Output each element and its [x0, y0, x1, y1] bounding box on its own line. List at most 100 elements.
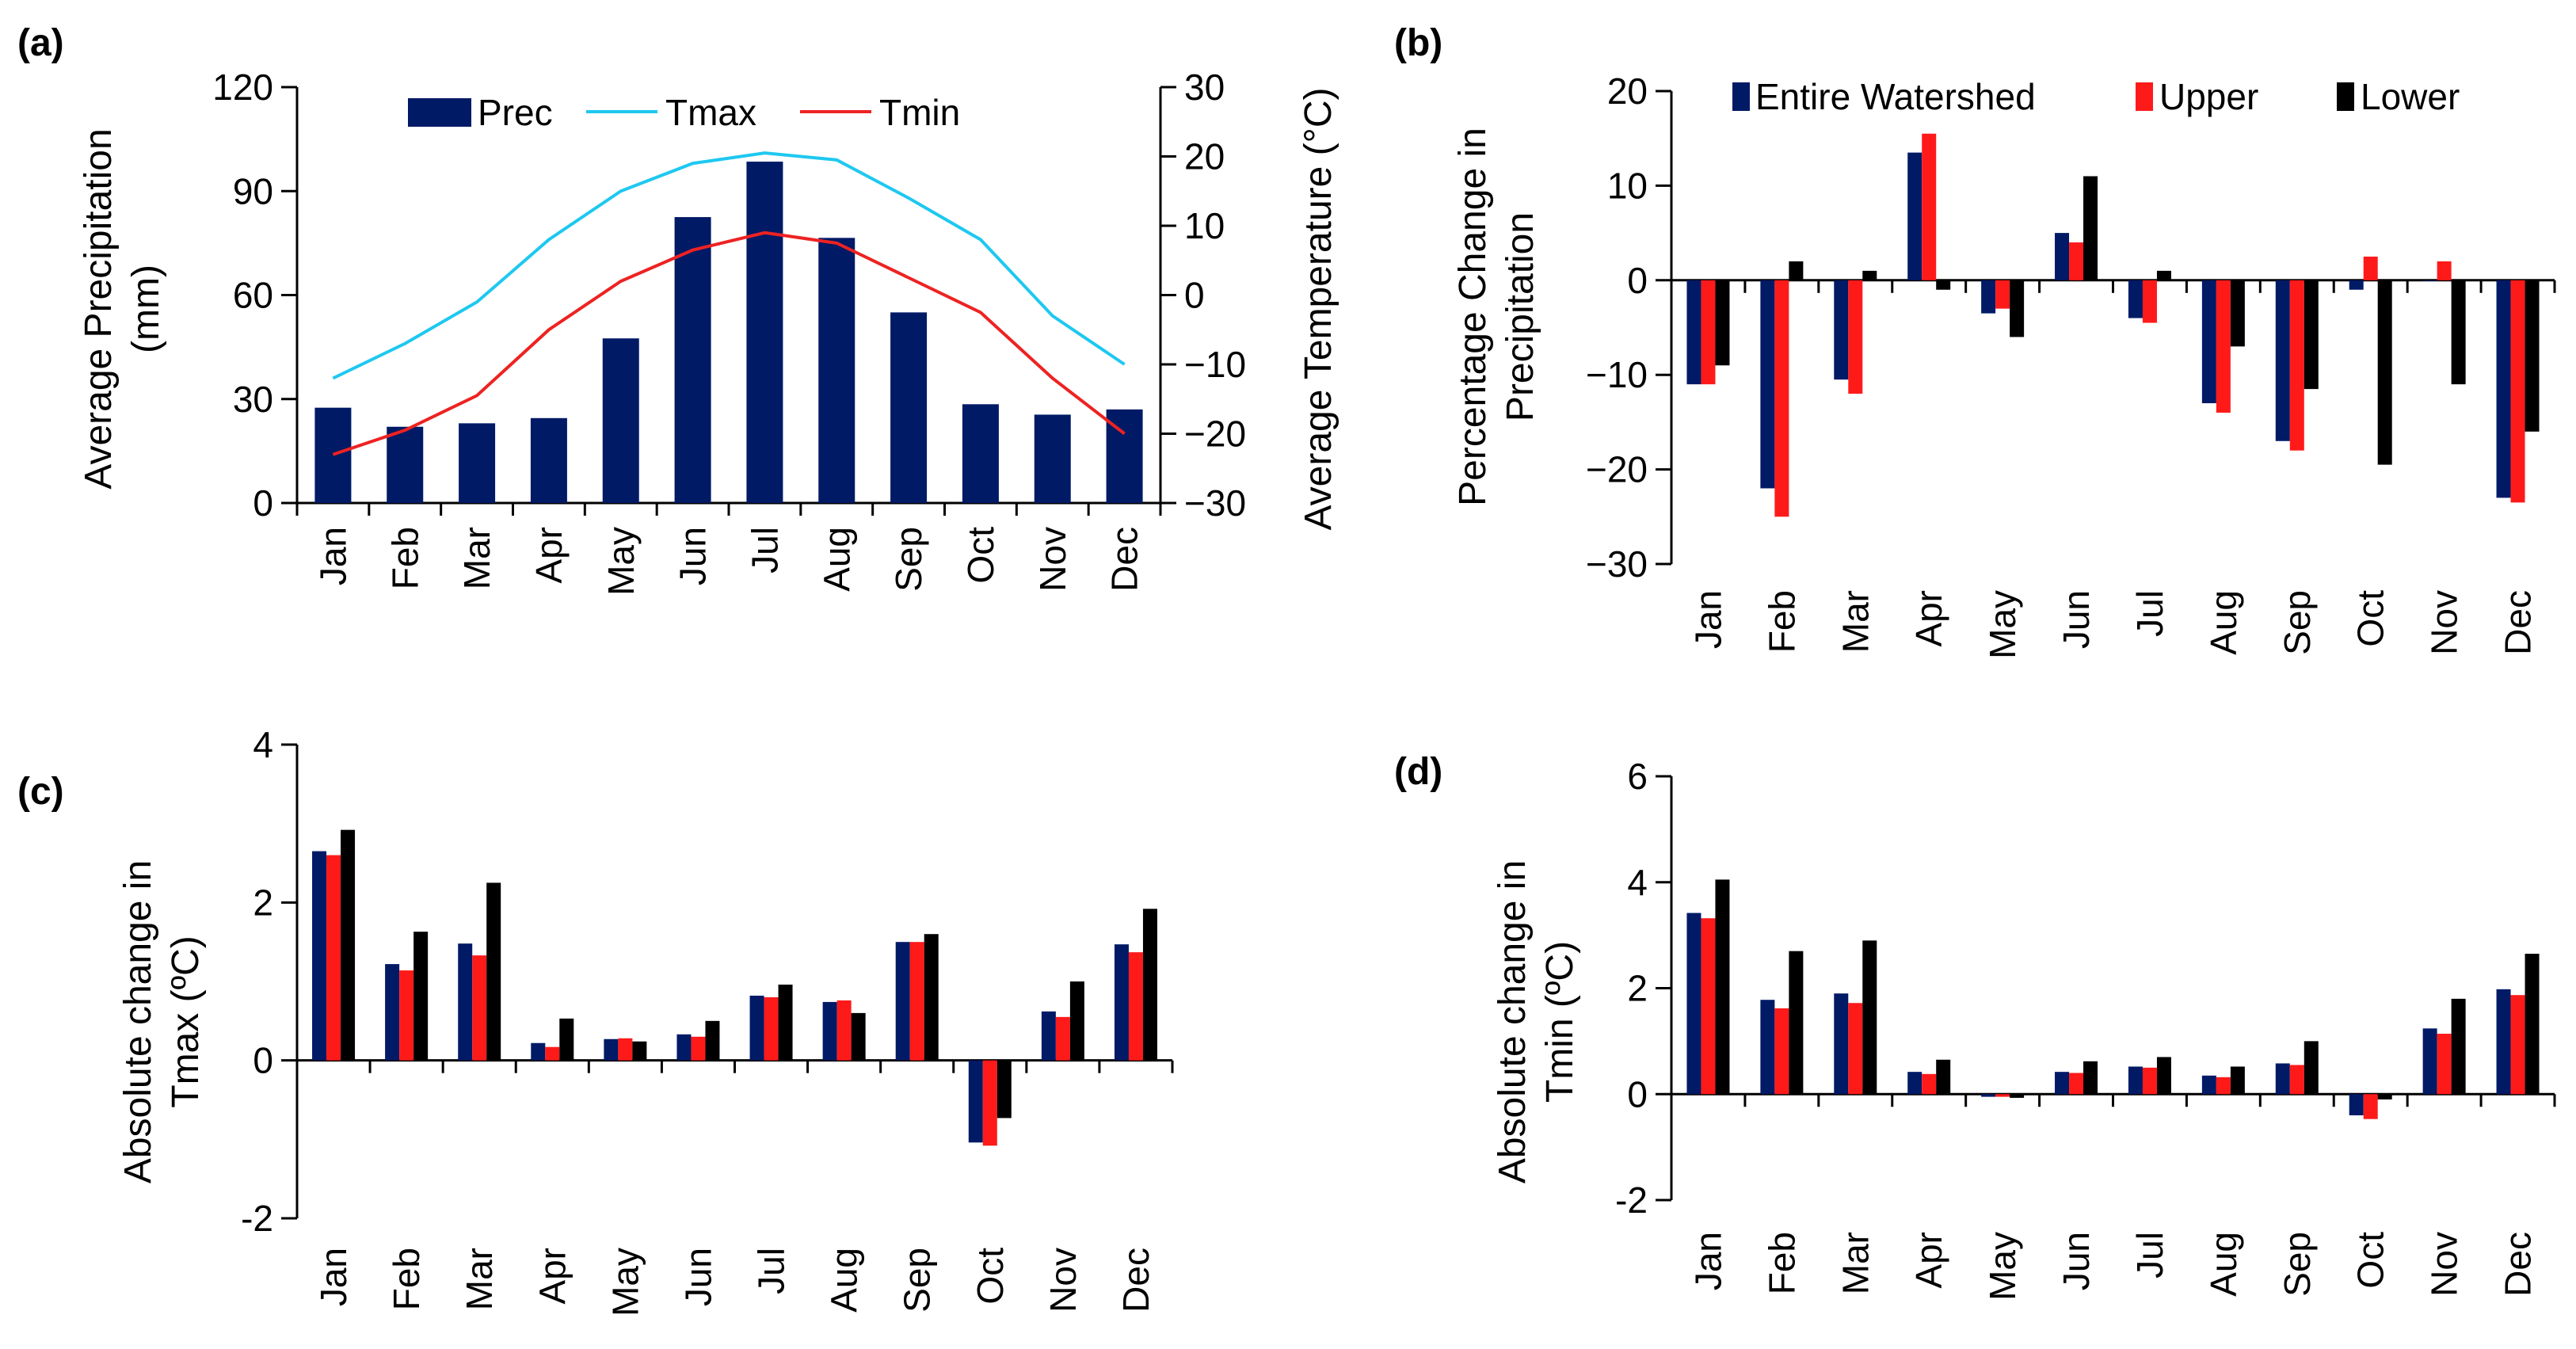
- b-xtick-label: Jan: [1687, 590, 1728, 649]
- bar-upper-apr: [545, 1046, 560, 1061]
- bar-lower-nov: [1069, 981, 1084, 1061]
- legend-lower-swatch: [2337, 82, 2354, 111]
- bar-upper-feb: [399, 970, 414, 1061]
- a-ytick-label: 90: [233, 170, 273, 211]
- bar-entire-watershed-jul: [2128, 1066, 2143, 1095]
- bar-upper-aug: [2216, 280, 2231, 413]
- legend-entire-label: Entire Watershed: [1755, 76, 2036, 117]
- a-y2tick-label: 30: [1184, 67, 1225, 108]
- d-xtick-label: Jun: [2056, 1232, 2097, 1290]
- bar-lower-apr: [1936, 1059, 1951, 1095]
- a-xtick-label: Jul: [744, 527, 785, 574]
- panel-d-ylabel-line1: Absolute change in: [1492, 860, 1534, 1183]
- bar-prec-apr: [530, 417, 567, 503]
- bar-upper-jul: [2142, 280, 2157, 323]
- b-ytick-label: −10: [1586, 354, 1648, 395]
- bar-lower-aug: [851, 1012, 866, 1061]
- panel-c: (c) -2 0 2 4 Jan Feb Mar Apr May Jun Jul Aug Sep Oct N…: [17, 724, 1174, 1317]
- bar-entire-watershed-dec: [2496, 280, 2511, 498]
- legend-upper-label: Upper: [2159, 76, 2258, 117]
- bar-lower-nov: [2451, 998, 2466, 1095]
- bar-upper-jun: [2069, 1073, 2084, 1095]
- d-ytick-label: 6: [1627, 756, 1648, 797]
- c-xtick-label: Feb: [386, 1248, 427, 1310]
- bar-entire-watershed-mar: [1834, 993, 1849, 1095]
- bar-entire-watershed-jul: [2128, 280, 2143, 318]
- bar-lower-dec: [2525, 280, 2540, 432]
- b-xtick-label: Jul: [2129, 590, 2170, 637]
- c-xtick-label: Apr: [532, 1248, 573, 1305]
- bar-lower-dec: [1142, 909, 1157, 1061]
- bar-lower-apr: [1936, 280, 1951, 290]
- legend-tmin-label: Tmin: [879, 92, 960, 133]
- bar-upper-jul: [764, 997, 779, 1061]
- d-xtick-label: Feb: [1761, 1232, 1802, 1294]
- d-xtick-label: Mar: [1835, 1232, 1876, 1294]
- bar-lower-may: [2010, 280, 2025, 337]
- bar-entire-watershed-jan: [312, 851, 327, 1061]
- bar-lower-may: [632, 1041, 647, 1061]
- bar-upper-may: [1995, 1094, 2010, 1097]
- panel-b: (b) −30 −20 −10 0 10 20 Jan Feb Mar Apr May Jun Jul A…: [1394, 22, 2556, 659]
- bar-upper-nov: [1055, 1016, 1070, 1061]
- b-xtick-label: Mar: [1835, 590, 1876, 653]
- bar-upper-may: [618, 1038, 633, 1061]
- a-xtick-label: Sep: [888, 527, 929, 592]
- bar-lower-aug: [2230, 280, 2245, 347]
- d-ytick-label: 0: [1627, 1073, 1648, 1115]
- legend-entire-swatch: [1732, 82, 1750, 111]
- c-ytick-label: 4: [253, 724, 273, 765]
- d-xtick-label: Jan: [1687, 1232, 1728, 1290]
- bar-lower-feb: [1789, 261, 1804, 280]
- bar-lower-feb: [1789, 951, 1804, 1095]
- bar-entire-watershed-aug: [822, 1001, 837, 1061]
- bar-prec-jul: [746, 162, 783, 503]
- panel-d-ticks: -2 0 2 4 6 Jan Feb Mar Apr May Jun Jul Aug Sep Oct Nov D…: [1615, 756, 2538, 1301]
- d-xtick-label: Sep: [2277, 1232, 2318, 1297]
- bar-lower-sep: [2304, 280, 2319, 390]
- bar-lower-mar: [1862, 270, 1877, 280]
- a-xtick-label: May: [600, 527, 642, 596]
- bar-prec-mar: [459, 423, 496, 503]
- bar-entire-watershed-may: [1981, 1094, 1996, 1097]
- bar-entire-watershed-jun: [2055, 233, 2070, 280]
- bar-upper-jan: [326, 855, 341, 1061]
- c-xtick-label: Mar: [459, 1248, 500, 1310]
- bar-upper-aug: [836, 1000, 852, 1061]
- panel-c-letter: (c): [17, 771, 64, 813]
- d-ytick-label: 2: [1627, 968, 1648, 1009]
- d-xtick-label: May: [1982, 1232, 2023, 1301]
- bar-lower-jul: [2156, 270, 2171, 280]
- bar-entire-watershed-nov: [1041, 1011, 1056, 1061]
- bar-prec-jan: [314, 407, 352, 503]
- bar-entire-watershed-may: [604, 1038, 619, 1061]
- c-ytick-label: 0: [253, 1040, 273, 1081]
- bar-upper-mar: [472, 955, 487, 1061]
- d-ytick-label: -2: [1615, 1179, 1648, 1221]
- bar-lower-jan: [1715, 280, 1730, 366]
- bar-lower-jun: [2083, 1061, 2098, 1095]
- bar-upper-apr: [1922, 133, 1937, 280]
- bar-prec-sep: [890, 312, 928, 503]
- bar-upper-mar: [1848, 1003, 1863, 1095]
- c-xtick-label: May: [604, 1248, 646, 1317]
- bar-upper-dec: [1128, 952, 1143, 1061]
- panel-b-ylabel-line1: Percentage Change in: [1452, 128, 1494, 506]
- bar-entire-watershed-jan: [1686, 913, 1701, 1095]
- a-xtick-label: Aug: [816, 527, 857, 592]
- d-xtick-label: Nov: [2424, 1232, 2465, 1297]
- panel-b-legend: Entire Watershed Upper Lower: [1732, 76, 2460, 117]
- d-xtick-label: Dec: [2498, 1232, 2539, 1297]
- panel-a-ylabel-line2: (mm): [125, 265, 167, 353]
- line-tmax: [332, 151, 1126, 380]
- bar-entire-watershed-nov: [2422, 1028, 2437, 1095]
- bar-entire-watershed-apr: [1907, 152, 1922, 280]
- d-xtick-label: Jul: [2129, 1232, 2170, 1279]
- bar-lower-nov: [2451, 280, 2466, 385]
- a-xtick-label: Oct: [960, 527, 1001, 584]
- c-xtick-label: Jul: [751, 1248, 792, 1294]
- a-y2tick-label: 10: [1184, 205, 1225, 246]
- a-xtick-label: Apr: [528, 527, 570, 584]
- bar-upper-nov: [2437, 261, 2452, 280]
- a-y2tick-label: −30: [1184, 482, 1246, 524]
